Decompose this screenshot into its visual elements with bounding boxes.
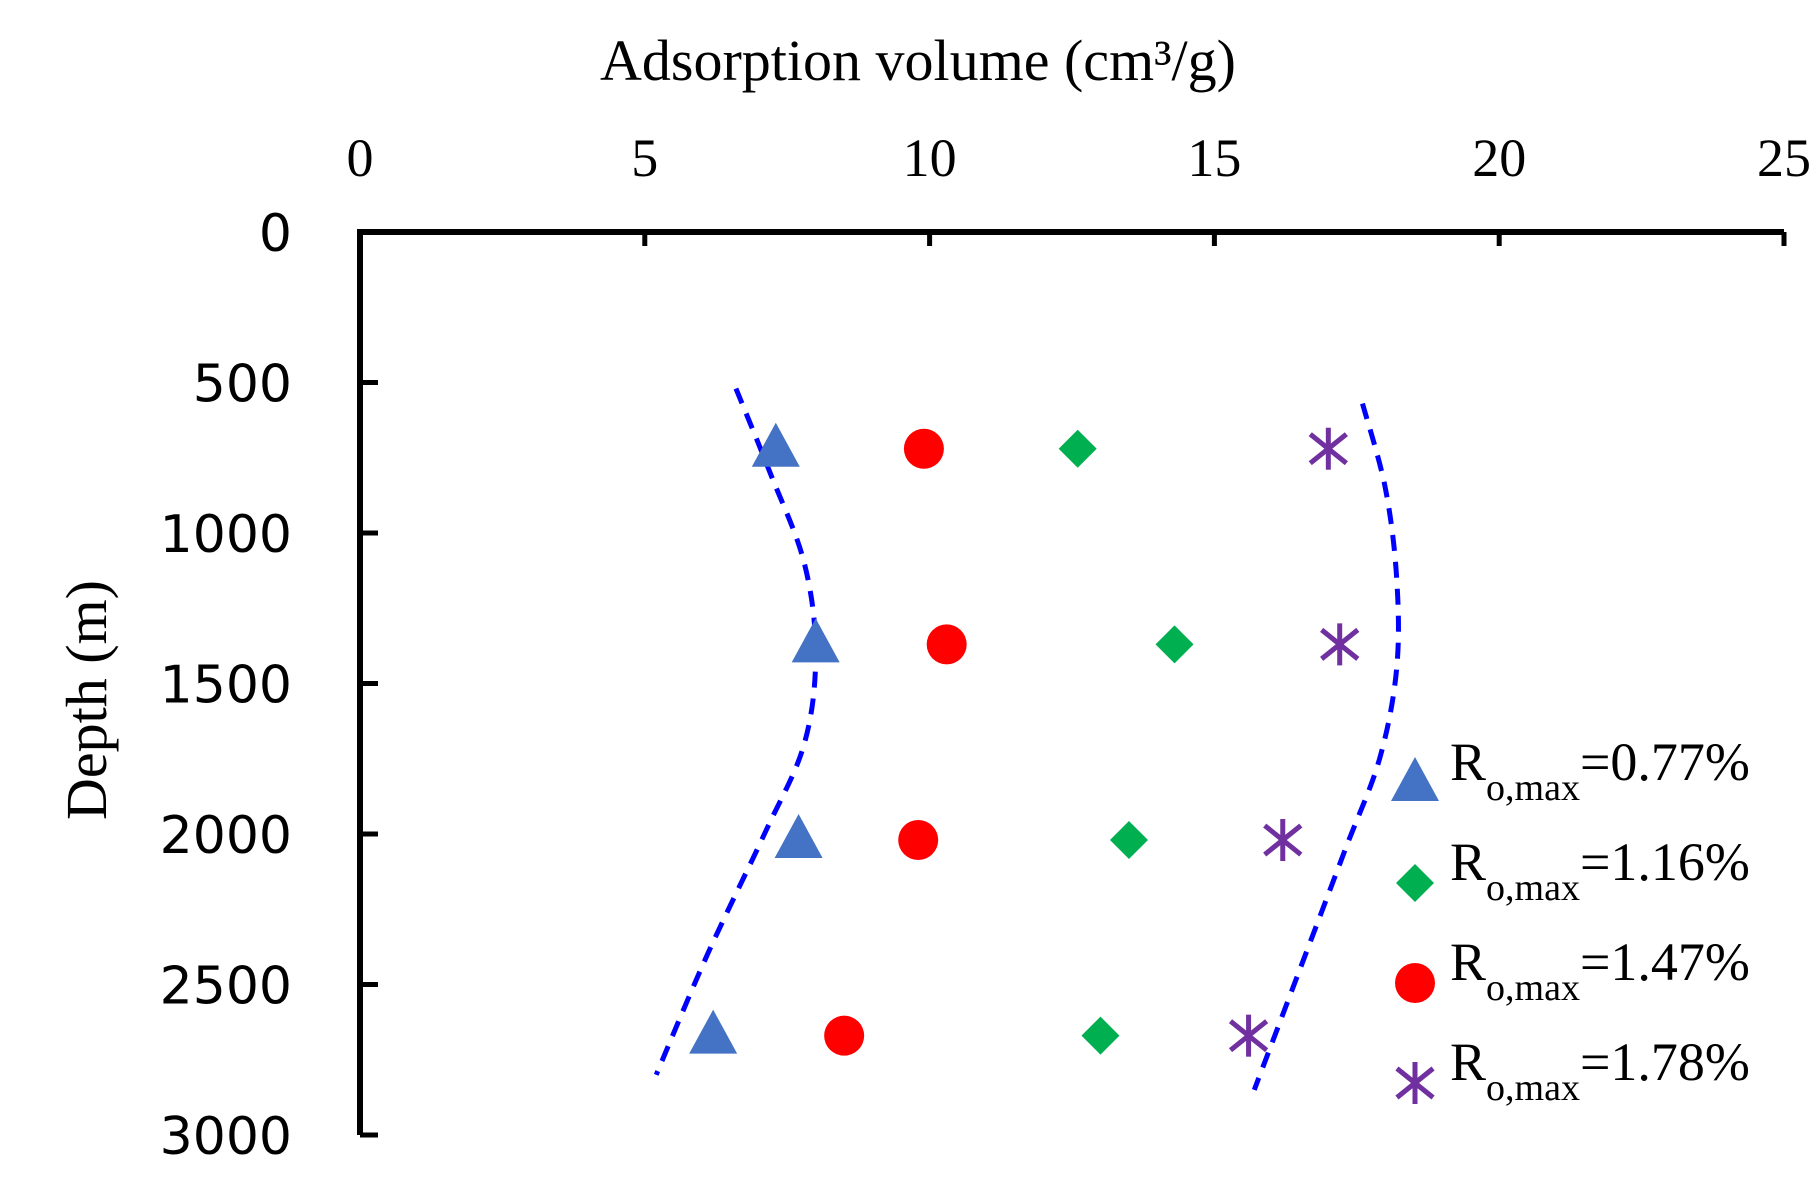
right-envelope-trend-line (1251, 402, 1401, 1091)
x-tick-label: 5 (631, 128, 658, 188)
diamond-data-point (1058, 429, 1097, 468)
x-axis-title: Adsorption volume (cm³/g) (600, 28, 1236, 93)
y-tick-label: 1500 (160, 656, 292, 716)
legend-label: Ro,max=1.16% (1450, 832, 1750, 909)
star-data-point (1228, 1014, 1269, 1057)
y-tick-label: 2500 (160, 957, 292, 1017)
legend-item: Ro,max=0.77% (1391, 732, 1750, 809)
triangle-data-point (774, 814, 823, 859)
legend-label-sub: o,max (1486, 967, 1580, 1009)
y-tick-label: 3000 (160, 1107, 292, 1167)
x-tick-label: 25 (1757, 128, 1811, 188)
x-tick-label: 20 (1472, 128, 1526, 188)
star-legend-marker (1395, 1062, 1435, 1104)
x-tick-label: 15 (1187, 128, 1241, 188)
data-points (689, 422, 1360, 1057)
circle-data-point (903, 428, 944, 469)
y-tick-label: 1000 (160, 505, 292, 565)
legend-label-sub: o,max (1486, 767, 1580, 809)
legend-label-rest: =0.77% (1580, 732, 1750, 792)
legend-label-rest: =1.47% (1580, 932, 1750, 992)
legend-label-rest: =1.78% (1580, 1032, 1750, 1092)
legend-item: Ro,max=1.47% (1395, 932, 1750, 1009)
legend-label-main: R (1450, 1032, 1486, 1092)
diamond-data-point (1081, 1016, 1120, 1055)
circle-data-point (898, 820, 939, 861)
legend: Ro,max=0.77%Ro,max=1.16%Ro,max=1.47%Ro,m… (1391, 732, 1750, 1109)
star-data-point (1263, 819, 1303, 862)
diamond-data-point (1109, 821, 1148, 860)
triangle-legend-marker (1391, 757, 1439, 801)
legend-label-main: R (1450, 832, 1486, 892)
circle-data-point (926, 624, 967, 665)
star-data-point (1308, 427, 1348, 470)
legend-item: Ro,max=1.16% (1396, 832, 1750, 909)
legend-label: Ro,max=1.47% (1450, 932, 1750, 1009)
legend-label-main: R (1450, 732, 1486, 792)
triangle-data-point (751, 422, 800, 467)
circle-data-point (824, 1015, 865, 1056)
legend-label-main: R (1450, 932, 1486, 992)
y-tick-label: 2000 (160, 806, 292, 866)
legend-label-sub: o,max (1486, 867, 1580, 909)
y-tick-label: 500 (193, 355, 292, 415)
legend-item: Ro,max=1.78% (1395, 1032, 1750, 1109)
circle-legend-marker (1395, 963, 1435, 1003)
left-envelope-trend-line (653, 387, 819, 1076)
legend-label-rest: =1.16% (1580, 832, 1750, 892)
legend-label: Ro,max=1.78% (1450, 1032, 1750, 1109)
y-axis-title: Depth (m) (54, 580, 119, 820)
legend-label: Ro,max=0.77% (1450, 732, 1750, 809)
x-tick-label: 0 (347, 128, 374, 188)
star-data-point (1320, 623, 1360, 666)
triangle-data-point (791, 618, 840, 663)
diamond-data-point (1155, 625, 1194, 664)
triangle-data-point (689, 1009, 738, 1054)
axes: 0 5 10 15 20 25 0 500 1000 1500 2000 2500 3000 (160, 128, 1811, 1167)
legend-label-sub: o,max (1486, 1067, 1580, 1109)
trend-lines (653, 387, 1401, 1091)
x-tick-label: 10 (903, 128, 957, 188)
diamond-legend-marker (1396, 864, 1434, 902)
y-tick-label: 0 (259, 204, 292, 264)
